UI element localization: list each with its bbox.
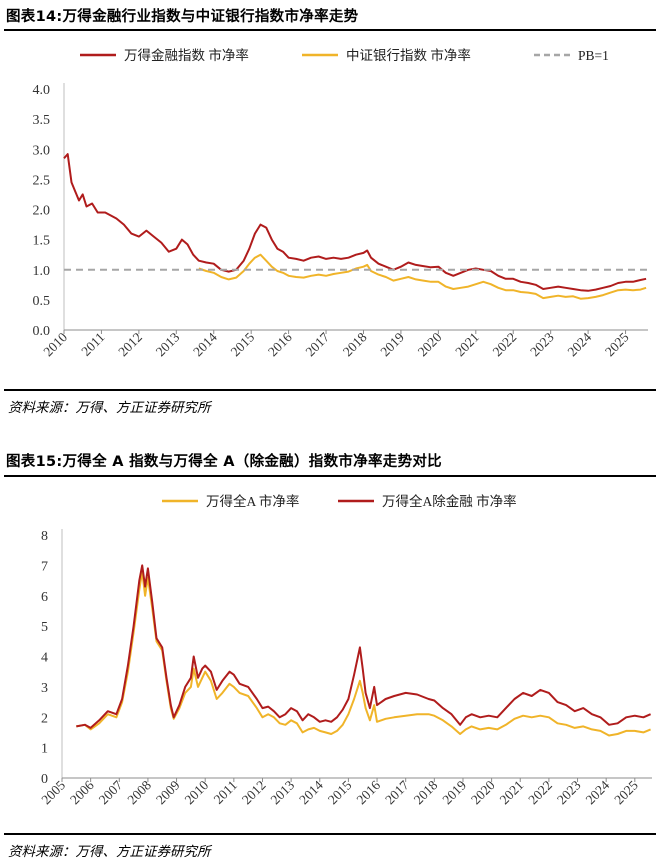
y-tick-label: 2.0 [33, 204, 51, 219]
x-tick-label: 2009 [153, 777, 183, 807]
y-tick-label: 3 [41, 681, 48, 696]
figure-15-bottom-rule [4, 833, 656, 835]
y-tick-label: 4 [41, 651, 48, 666]
x-tick-label: 2022 [490, 330, 520, 360]
x-tick-label: 2025 [611, 777, 641, 807]
y-tick-label: 8 [41, 529, 48, 544]
y-tick-label: 3.0 [33, 143, 51, 158]
x-tick-label: 2008 [124, 777, 154, 807]
x-tick-label: 2020 [468, 777, 498, 807]
x-tick-label: 2025 [602, 329, 632, 359]
x-tick-label: 2011 [211, 778, 240, 807]
y-tick-label: 5 [41, 620, 48, 635]
x-tick-label: 2021 [497, 778, 527, 808]
x-tick-label: 2020 [415, 329, 445, 359]
x-tick-label: 2010 [182, 777, 212, 807]
y-tick-label: 6 [41, 590, 48, 605]
legend-label: 万得金融指数 市净率 [124, 47, 249, 63]
legend-label: 万得全A除金融 市净率 [382, 493, 517, 509]
series-line [76, 564, 651, 729]
x-tick-label: 2012 [115, 330, 145, 360]
x-tick-label: 2013 [153, 329, 183, 359]
x-tick-label: 2024 [583, 777, 613, 807]
y-tick-label: 3.5 [33, 113, 51, 128]
figure-14-source: 资料来源：万得、方正证券研究所 [8, 400, 211, 416]
series-line [63, 153, 647, 292]
y-tick-label: 1 [41, 742, 48, 757]
legend-label: 万得全A 市净率 [206, 493, 299, 509]
y-tick-label: 4.0 [33, 83, 51, 98]
y-tick-label: 2.5 [33, 173, 51, 188]
x-tick-label: 2006 [67, 777, 97, 807]
x-tick-label: 2016 [353, 777, 383, 807]
x-tick-label: 2023 [527, 329, 557, 359]
x-tick-label: 2015 [325, 777, 355, 807]
figure-14-title: 图表14:万得金融行业指数与中证银行指数市净率走势 [6, 9, 359, 25]
x-tick-label: 2016 [265, 329, 295, 359]
x-tick-label: 2018 [340, 329, 370, 359]
x-tick-label: 2018 [411, 777, 441, 807]
x-tick-label: 2021 [452, 330, 482, 360]
figure-15-title: 图表15:万得全 A 指数与万得全 A（除金融）指数市净率走势对比 [6, 454, 442, 470]
legend-label: PB=1 [578, 48, 609, 63]
x-tick-label: 2017 [302, 329, 332, 359]
figure-15-top-rule [4, 475, 656, 477]
y-tick-label: 2 [41, 711, 48, 726]
x-tick-label: 2024 [565, 329, 595, 359]
x-tick-label: 2007 [96, 777, 126, 807]
figure-14-top-rule [4, 29, 656, 31]
x-tick-label: 2013 [268, 777, 298, 807]
x-tick-label: 2019 [439, 777, 469, 807]
series-line [76, 570, 651, 737]
legend-label: 中证银行指数 市净率 [346, 47, 471, 63]
figure-15-source: 资料来源：万得、方正证券研究所 [8, 844, 211, 860]
x-tick-label: 2023 [554, 777, 584, 807]
figure-15-chart: 万得全A 市净率 万得全A除金融 市净率012345678200520062007… [38, 493, 652, 808]
x-tick-label: 2012 [239, 778, 269, 808]
x-tick-label: 2022 [525, 778, 555, 808]
y-tick-label: 7 [41, 559, 48, 574]
x-tick-label: 2019 [377, 329, 407, 359]
x-tick-label: 2015 [228, 329, 258, 359]
x-tick-label: 2014 [296, 777, 326, 807]
x-tick-label: 2017 [382, 777, 412, 807]
series-line [198, 253, 647, 300]
figure-14-chart: 万得金融指数 市净率 中证银行指数 市净率 PB=1 0.0 0.5 1.0 1.5 2.0 2… [33, 47, 648, 360]
x-tick-label: 2014 [190, 329, 220, 359]
y-tick-label: 1.0 [33, 264, 51, 279]
figure-14-bottom-rule [4, 389, 656, 391]
y-tick-label: 0 [41, 772, 48, 787]
y-tick-label: 0.5 [33, 294, 51, 309]
y-tick-label: 1.5 [33, 234, 51, 249]
x-tick-label: 2011 [78, 330, 107, 359]
y-tick-label: 0.0 [33, 324, 51, 339]
